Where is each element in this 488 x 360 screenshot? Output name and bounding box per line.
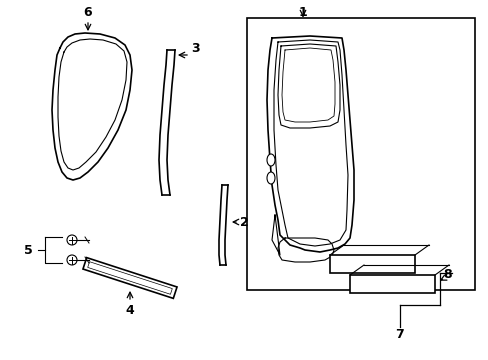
Bar: [246, 18, 474, 290]
Ellipse shape: [266, 172, 274, 184]
Ellipse shape: [266, 154, 274, 166]
Text: 7: 7: [395, 328, 404, 342]
Text: 6: 6: [83, 5, 92, 18]
Text: 5: 5: [23, 243, 32, 256]
Bar: [349, 275, 434, 293]
Text: 4: 4: [125, 303, 134, 316]
Text: 8: 8: [443, 269, 451, 282]
Text: 3: 3: [190, 41, 199, 54]
Polygon shape: [83, 258, 177, 298]
Polygon shape: [87, 262, 172, 294]
Bar: [329, 255, 414, 273]
Text: 2: 2: [240, 216, 248, 229]
Text: 1: 1: [298, 5, 307, 18]
